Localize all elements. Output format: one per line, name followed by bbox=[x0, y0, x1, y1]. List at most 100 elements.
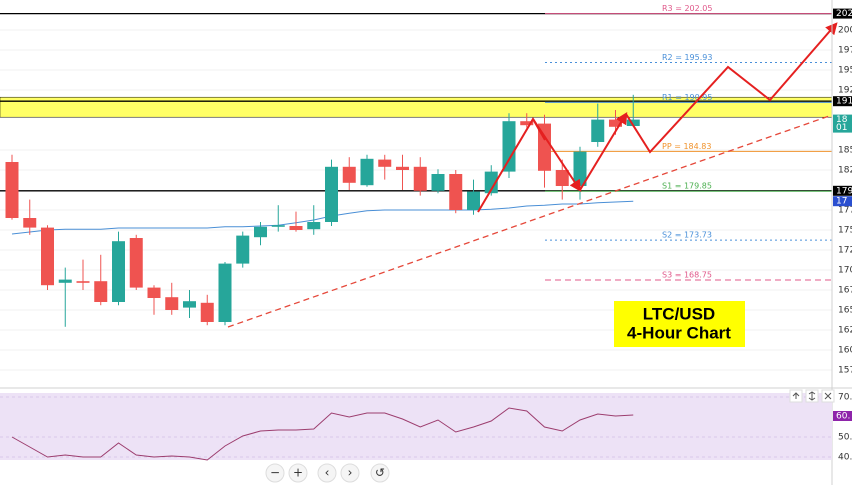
arrow-path bbox=[532, 118, 546, 141]
candle-body bbox=[165, 297, 179, 310]
candle-body bbox=[502, 121, 516, 172]
nav-button-label: › bbox=[348, 466, 353, 480]
icon-close bbox=[824, 392, 832, 400]
price-tag bbox=[833, 96, 852, 107]
arrow-path bbox=[477, 117, 582, 213]
annotation-box: LTC/USD 4-Hour Chart bbox=[614, 301, 745, 347]
pivot-label: R1 = 190.95 bbox=[662, 93, 712, 102]
candle-body bbox=[449, 174, 463, 210]
candle-body bbox=[431, 174, 445, 191]
nav-button-label: + bbox=[293, 466, 303, 480]
nav-button-label: − bbox=[270, 466, 280, 480]
rsi-layer: 70. 50. 40. 60. bbox=[0, 393, 852, 463]
y-tick-label: 162 bbox=[838, 326, 852, 336]
pivot-label: PP = 184.83 bbox=[662, 142, 711, 151]
price-tag bbox=[833, 185, 852, 196]
y-tick-label: 195 bbox=[838, 66, 852, 76]
y-tick-label: 157 bbox=[838, 366, 852, 376]
icon-up bbox=[792, 392, 800, 399]
pivot-label: S3 = 168.75 bbox=[662, 271, 712, 280]
y-tick-label: 197 bbox=[838, 46, 852, 56]
pivot-label: R3 = 202.05 bbox=[662, 4, 712, 13]
price-layer: 200 197 195 192 185 182 177 175 172 170 167 165 162 1… bbox=[0, 4, 852, 376]
nav-button-label: ‹ bbox=[325, 466, 330, 480]
y-tick-label: 182 bbox=[838, 166, 852, 176]
candle-body bbox=[41, 227, 54, 286]
candle-body bbox=[112, 241, 125, 302]
candle-body bbox=[5, 162, 19, 218]
candle-body bbox=[76, 281, 90, 283]
candle-body bbox=[58, 279, 72, 283]
price-tag-label: 191 bbox=[836, 97, 852, 107]
candle-body bbox=[360, 158, 374, 186]
candle-body bbox=[129, 238, 143, 288]
candle-body bbox=[254, 226, 267, 238]
drawings bbox=[227, 22, 838, 328]
price-tag-label: 202 bbox=[836, 9, 852, 19]
nav-button[interactable] bbox=[340, 463, 360, 483]
nav-button[interactable] bbox=[288, 463, 308, 483]
candle-body bbox=[23, 218, 37, 228]
rsi-line bbox=[11, 407, 634, 461]
candle-body bbox=[289, 226, 303, 230]
candle-body bbox=[94, 281, 108, 302]
annotation-text: LTC/USD bbox=[643, 304, 715, 323]
price-tag bbox=[833, 411, 852, 421]
price-tag bbox=[833, 8, 852, 19]
candle-body bbox=[325, 166, 338, 222]
price-tag bbox=[833, 196, 852, 207]
nav-button[interactable] bbox=[370, 463, 390, 483]
price-tag-label: 179 bbox=[836, 186, 852, 196]
pivot-label: S2 = 173.73 bbox=[662, 231, 712, 240]
y-tick-label: 192 bbox=[838, 86, 852, 96]
price-tag-sub: 01 bbox=[836, 123, 847, 133]
y-tick-label: 185 bbox=[838, 146, 852, 156]
candle-body bbox=[626, 119, 640, 126]
candle-body bbox=[555, 170, 569, 186]
price-tag-label: 60. bbox=[836, 412, 850, 422]
y-tick-label: 160 bbox=[838, 346, 852, 356]
rsi-background bbox=[0, 393, 832, 460]
candle-body bbox=[520, 121, 534, 126]
candle-body bbox=[200, 302, 214, 322]
annotation-background bbox=[614, 301, 745, 347]
nav-button-label: ↺ bbox=[375, 466, 385, 480]
candle-body bbox=[413, 166, 427, 191]
nav-button[interactable] bbox=[265, 463, 285, 483]
candle-body bbox=[396, 166, 409, 170]
y-tick-label: 172 bbox=[838, 246, 852, 256]
candle-body bbox=[307, 222, 321, 230]
candle-body bbox=[609, 119, 622, 127]
candle-body bbox=[236, 235, 250, 264]
y-tick-label: 50. bbox=[838, 433, 852, 443]
candle-body bbox=[147, 287, 161, 298]
y-tick-label: 70. bbox=[838, 393, 852, 403]
y-tick-label: 165 bbox=[838, 306, 852, 316]
candle-body bbox=[218, 263, 232, 322]
pivot-label: R2 = 195.93 bbox=[662, 53, 712, 62]
arrow-path bbox=[625, 22, 838, 154]
candle-body bbox=[183, 301, 196, 308]
candle-body bbox=[342, 166, 356, 183]
arrow-path bbox=[579, 111, 628, 191]
pivot-label: S1 = 179.85 bbox=[662, 182, 712, 191]
panel-buttons bbox=[789, 389, 835, 403]
candle-body bbox=[484, 171, 498, 194]
annotation-text: 4-Hour Chart bbox=[627, 323, 731, 342]
price-tag-label: 18 bbox=[836, 115, 848, 125]
candle-body bbox=[591, 119, 605, 142]
candle-body bbox=[271, 225, 285, 227]
candle-body bbox=[573, 151, 587, 186]
y-tick-label: 40. bbox=[838, 453, 852, 463]
nav-button[interactable] bbox=[317, 463, 337, 483]
moving-average bbox=[11, 200, 634, 235]
candle-body bbox=[467, 191, 480, 210]
y-tick-label: 177 bbox=[838, 206, 852, 216]
y-tick-label: 170 bbox=[838, 266, 852, 276]
candle-body bbox=[378, 159, 392, 167]
y-tick-label: 200 bbox=[838, 26, 852, 36]
navigation: − + ‹ › ↺ bbox=[265, 463, 390, 483]
icon-expand bbox=[808, 391, 816, 401]
